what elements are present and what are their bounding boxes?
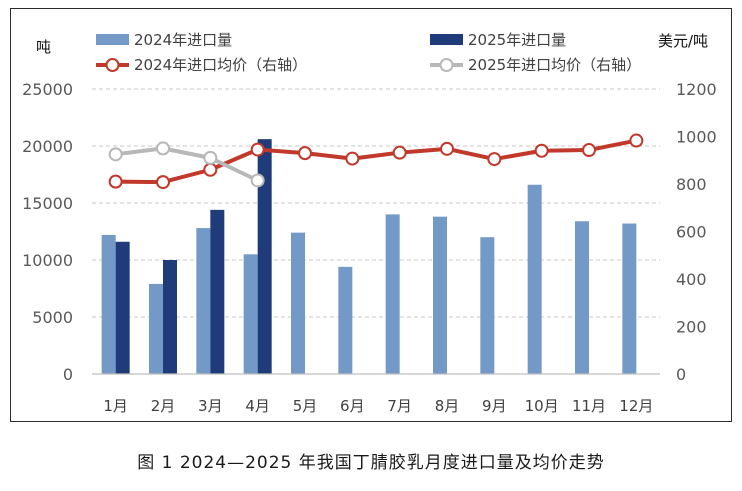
left-tick-label: 20000 — [22, 137, 73, 156]
bar-2024-2 — [149, 283, 163, 374]
bar-2024-8 — [433, 216, 447, 374]
category-label: 2月 — [151, 397, 176, 415]
chart-frame — [10, 8, 732, 422]
line-point-2024 — [203, 162, 218, 177]
bar-2024-3 — [196, 228, 211, 374]
left-axis-ticks: 0 5000 10000 15000 20000 25000 — [22, 80, 73, 384]
bar-2024-11 — [575, 221, 589, 374]
right-axis-ticks: 0 200 400 600 800 1000 1200 — [676, 80, 717, 384]
bar-2025-2 — [163, 260, 177, 374]
bar-2024-7 — [385, 214, 400, 374]
category-label: 11月 — [572, 397, 606, 415]
line-point-2024 — [629, 133, 644, 148]
line-point-2025 — [108, 147, 123, 162]
legend-swatch — [96, 34, 129, 45]
right-tick-label: 200 — [676, 318, 707, 337]
left-tick-label: 25000 — [22, 80, 73, 99]
category-label: 5月 — [293, 397, 318, 415]
category-label: 9月 — [482, 397, 507, 415]
line-point-2024 — [298, 146, 312, 161]
bar-2024-1 — [101, 234, 116, 374]
legend-label: 2024年进口均价（右轴） — [134, 56, 307, 74]
bar-2024-6 — [338, 266, 353, 374]
bar-2024-12 — [622, 223, 637, 374]
legend-label: 2025年进口均价（右轴） — [468, 56, 641, 74]
right-tick-label: 600 — [676, 223, 707, 242]
legend-swatch — [430, 34, 463, 45]
right-tick-label: 1000 — [676, 128, 717, 147]
line-point-2024 — [108, 174, 123, 189]
bar-2025-1 — [115, 241, 130, 374]
bar-2024-10 — [527, 184, 542, 374]
right-tick-label: 1200 — [676, 80, 717, 99]
category-label: 1月 — [103, 397, 128, 415]
grid-lines — [92, 88, 660, 318]
bar-2025-4 — [257, 139, 272, 374]
line-point-2025 — [156, 141, 170, 156]
category-label: 12月 — [619, 397, 653, 415]
category-label: 10月 — [525, 397, 559, 415]
lines — [108, 133, 644, 190]
left-tick-label: 5000 — [32, 308, 73, 327]
legend-swatch-marker — [439, 58, 454, 72]
line-point-2024 — [250, 142, 265, 157]
legend-swatch-marker — [105, 58, 120, 72]
line-series-2024 — [113, 138, 639, 185]
line-point-2024 — [392, 145, 407, 160]
bar-2024-9 — [480, 237, 495, 374]
line-point-2024 — [345, 151, 360, 166]
category-label: 3月 — [198, 397, 223, 415]
category-labels: 1月 2月 3月 4月 5月 6月 7月 8月 9月 10月 11月 12月 — [103, 397, 653, 415]
line-series-2025 — [113, 146, 260, 183]
left-tick-label: 15000 — [22, 194, 73, 213]
right-tick-label: 400 — [676, 270, 707, 289]
right-axis-unit: 美元/吨 — [658, 32, 708, 50]
category-label: 8月 — [435, 397, 460, 415]
bars — [101, 139, 637, 374]
bar-2024-5 — [291, 232, 305, 374]
figure-caption: 图 1 2024—2025 年我国丁腈胶乳月度进口量及均价走势 — [137, 453, 605, 473]
line-point-2024 — [534, 143, 549, 158]
legend-label: 2025年进口量 — [468, 31, 566, 49]
category-label: 4月 — [245, 397, 270, 415]
left-tick-label: 10000 — [22, 251, 73, 270]
right-tick-label: 0 — [676, 365, 686, 384]
line-point-2025 — [203, 150, 218, 165]
right-tick-label: 800 — [676, 175, 707, 194]
left-axis-unit: 吨 — [36, 38, 51, 56]
line-point-2024 — [487, 152, 502, 167]
line-point-2024 — [440, 141, 454, 156]
category-label: 6月 — [340, 397, 365, 415]
category-label: 7月 — [387, 397, 412, 415]
line-point-2024 — [156, 175, 170, 190]
legend: 2024年进口量 2025年进口量 2024年进口均价（右轴） 2025年进口均价（右… — [96, 31, 641, 74]
left-tick-label: 0 — [63, 365, 73, 384]
line-point-2024 — [582, 143, 596, 158]
bar-2025-3 — [210, 209, 225, 374]
legend-label: 2024年进口量 — [134, 31, 232, 49]
line-point-2025 — [250, 173, 265, 188]
bar-2024-4 — [243, 254, 258, 374]
